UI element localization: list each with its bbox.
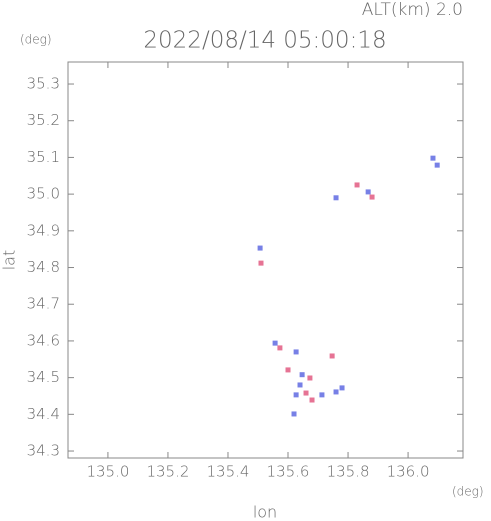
x-tick-label: 135.0 xyxy=(86,463,129,481)
echo-point xyxy=(365,189,371,195)
echo-point xyxy=(277,345,283,351)
echo-point xyxy=(293,349,299,355)
echo-point xyxy=(293,392,299,398)
echo-point xyxy=(339,385,345,391)
y-tick-label: 34.5 xyxy=(27,368,60,386)
x-tick-label: 136.0 xyxy=(387,463,430,481)
y-tick-label: 35.0 xyxy=(27,185,60,203)
x-axis-label: lon xyxy=(253,503,277,521)
echo-point xyxy=(354,182,360,188)
x-tick-label: 135.4 xyxy=(207,463,250,481)
echo-point xyxy=(258,260,264,266)
y-tick-label: 34.4 xyxy=(27,405,60,423)
plot-frame xyxy=(67,61,464,459)
y-axis-label: lat xyxy=(0,250,19,271)
echo-point xyxy=(319,392,325,398)
echo-point xyxy=(329,353,335,359)
echo-point xyxy=(430,155,436,161)
y-unit: (deg) xyxy=(20,33,52,47)
y-tick-label: 34.9 xyxy=(27,221,60,239)
echo-point xyxy=(257,245,263,251)
y-tick-label: 35.2 xyxy=(27,111,60,129)
y-tick-label: 34.3 xyxy=(27,442,60,460)
echo-point xyxy=(291,411,297,417)
echo-point xyxy=(309,397,315,403)
echo-point xyxy=(369,194,375,200)
echo-point xyxy=(272,340,278,346)
echo-point xyxy=(333,195,339,201)
y-tick-label: 34.6 xyxy=(27,331,60,349)
echo-point xyxy=(299,372,305,378)
echo-point xyxy=(434,162,440,168)
echo-point xyxy=(285,367,291,373)
altitude-label: ALT(km) 2.0 xyxy=(362,0,463,20)
x-tick-label: 135.2 xyxy=(146,463,189,481)
y-tick-label: 35.3 xyxy=(27,75,60,93)
echo-point xyxy=(307,375,313,381)
y-tick-label: 34.7 xyxy=(27,295,60,313)
chart-title: 2022/08/14 05:00:18 xyxy=(143,28,386,54)
echo-point xyxy=(303,390,309,396)
y-tick-label: 34.8 xyxy=(27,258,60,276)
x-tick-label: 135.8 xyxy=(327,463,370,481)
echo-point xyxy=(297,382,303,388)
x-tick-label: 135.6 xyxy=(267,463,310,481)
y-tick-label: 35.1 xyxy=(27,148,60,166)
echo-point xyxy=(333,389,339,395)
x-unit: (deg) xyxy=(452,485,484,499)
